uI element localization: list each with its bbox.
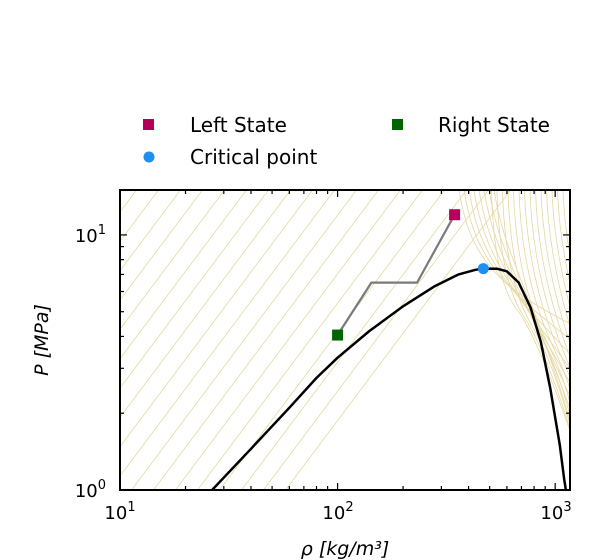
isotherm-line — [463, 190, 570, 340]
isotherm-line — [496, 190, 570, 431]
isotherm-line — [529, 190, 570, 369]
isotherm-line — [513, 190, 570, 405]
x-axis-title: ρ [kg/m³] — [301, 538, 390, 560]
isotherm-line — [120, 190, 159, 242]
legend-item-right-state: Right State — [392, 113, 550, 137]
isotherm-line — [478, 190, 570, 384]
state-points — [332, 209, 489, 341]
isotherm-line — [120, 190, 181, 272]
isotherm-line — [562, 190, 570, 258]
critical-point-marker — [477, 263, 489, 275]
legend-marker-left-state — [143, 119, 154, 130]
isotherm-line — [518, 190, 570, 391]
isotherm-line — [153, 190, 379, 490]
legend-item-critical-point: Critical point — [143, 145, 317, 169]
legend-marker-right-state — [392, 119, 403, 130]
isotherm-line — [120, 190, 335, 477]
isotherm-line — [468, 190, 570, 355]
isotherm-line — [483, 190, 570, 398]
x-tick-label-10: 101 — [104, 500, 135, 524]
saturation-curve-line — [211, 267, 568, 490]
isotherm-line — [535, 190, 570, 358]
isotherm-line — [197, 190, 423, 490]
x-tick-labels: 101 102 103 — [104, 500, 571, 524]
isotherm-lines — [120, 190, 570, 490]
isotherm-line — [131, 190, 357, 490]
legend: Left State Right State Critical point — [143, 113, 550, 169]
isotherm-line — [120, 190, 291, 418]
plot-frame — [119, 189, 571, 491]
left-state-marker — [449, 209, 461, 221]
isotherm-line — [493, 190, 570, 422]
isotherm-line — [120, 190, 247, 360]
isotherm-line — [241, 190, 467, 490]
y-tick-label-1: 100 — [75, 478, 106, 502]
isotherm-line — [546, 190, 570, 328]
legend-label-critical-point: Critical point — [190, 145, 317, 169]
legend-label-left-state: Left State — [190, 113, 287, 137]
isotherm-line — [491, 190, 570, 433]
isotherm-line — [473, 190, 570, 370]
solution-path-line — [336, 214, 456, 336]
isotherm-line — [120, 190, 203, 301]
legend-item-left-state: Left State — [143, 113, 287, 137]
isotherm-line — [502, 190, 570, 426]
isotherm-line — [120, 190, 269, 389]
isotherm-line — [263, 190, 489, 490]
legend-label-right-state: Right State — [438, 113, 550, 137]
x-tick-label-1000: 103 — [540, 500, 571, 524]
x-tick-label-100: 102 — [322, 500, 353, 524]
isotherm-line — [557, 190, 570, 286]
y-tick-label-10: 101 — [75, 223, 106, 247]
isotherm-line — [285, 190, 512, 490]
right-state-marker — [332, 329, 344, 341]
isotherm-line — [540, 190, 570, 345]
legend-marker-critical-point — [143, 151, 155, 163]
y-tick-labels: 100 101 — [75, 223, 106, 502]
isotherm-line — [120, 190, 313, 448]
isotherm-line — [120, 190, 225, 330]
isotherm-line — [175, 190, 401, 490]
isotherm-line — [120, 190, 137, 213]
isotherm-line — [551, 190, 570, 309]
y-axis-title: P [MPa] — [31, 304, 53, 376]
